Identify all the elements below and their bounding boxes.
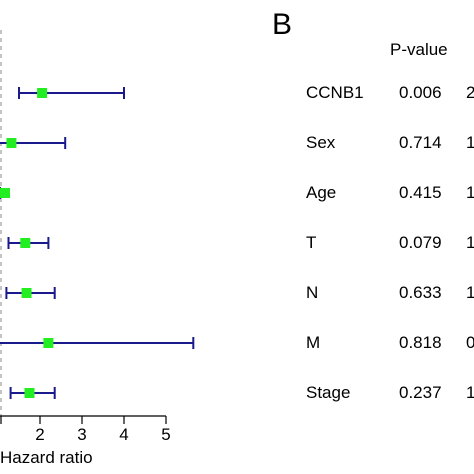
x-tick-label-5: 5 [161,425,170,444]
x-axis-title: Hazard ratio [0,448,93,467]
hr-point-sex [6,138,17,148]
row-pvalue-age: 0.415 [399,183,442,202]
hr-point-t [20,238,31,248]
row-hr-m: 0 [466,333,474,352]
x-tick-label-2: 2 [35,425,44,444]
hr-point-age [0,188,10,198]
panel-b-label: B [272,8,293,41]
row-hr-age: 1 [466,183,474,202]
hr-point-m [43,338,54,348]
row-label-m: M [306,333,321,352]
row-label-stage: Stage [306,383,351,402]
hr-point-stage [24,388,35,398]
row-hr-t: 1 [466,233,474,252]
hr-point-n [21,288,32,298]
row-hr-sex: 1 [466,133,474,152]
row-label-age: Age [306,183,337,202]
x-tick-label-4: 4 [119,425,128,444]
row-label-t: T [306,233,317,252]
row-pvalue-stage: 0.237 [399,383,442,402]
row-pvalue-m: 0.818 [399,333,442,352]
row-label-n: N [306,283,319,302]
row-pvalue-t: 0.079 [399,233,442,252]
row-pvalue-ccnb1: 0.006 [399,83,442,102]
row-label-sex: Sex [306,133,336,152]
x-tick-label-3: 3 [77,425,86,444]
row-hr-stage: 1 [466,383,474,402]
row-pvalue-n: 0.633 [399,283,442,302]
row-hr-n: 1 [466,283,474,302]
row-label-ccnb1: CCNB1 [306,83,364,102]
row-pvalue-sex: 0.714 [399,133,442,152]
hr-point-ccnb1 [37,88,48,98]
pvalue-column-header: P-value [390,40,448,59]
row-hr-ccnb1: 2 [466,83,474,102]
